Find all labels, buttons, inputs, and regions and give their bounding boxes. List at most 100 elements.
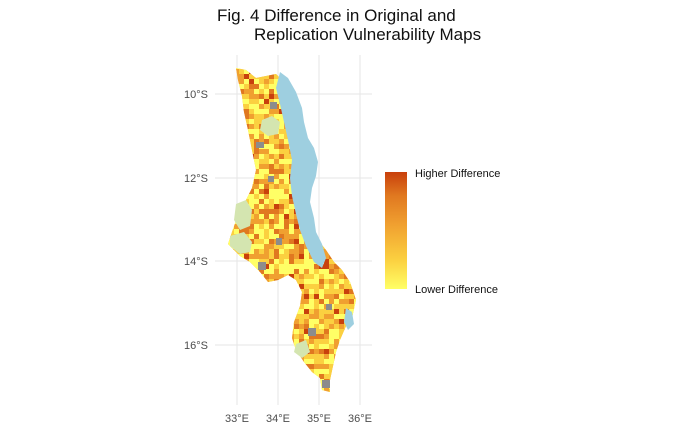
difference-cell [329,134,334,139]
difference-cell [259,139,264,144]
difference-cell [264,234,269,239]
difference-cell [324,104,329,109]
difference-cell [269,68,274,69]
difference-cell [349,299,354,304]
difference-cell [259,84,264,89]
difference-cell [249,99,254,104]
difference-cell [264,74,269,79]
difference-cell [299,369,304,374]
difference-cell [354,79,356,84]
difference-cell [229,269,234,274]
difference-cell [329,184,334,189]
difference-cell [354,289,356,294]
difference-cell [339,274,344,279]
difference-cell [269,354,274,359]
difference-cell [334,219,339,224]
difference-cell [264,244,269,249]
difference-cell [314,309,319,314]
difference-cell [344,239,349,244]
difference-cell [294,214,299,219]
difference-cell [334,68,339,69]
difference-cell [234,68,239,69]
difference-cell [229,324,234,329]
difference-cell [329,84,334,89]
difference-cell [264,84,269,89]
difference-cell [319,179,324,184]
difference-cell [269,289,274,294]
difference-cell [329,69,334,74]
difference-cell [354,169,356,174]
difference-cell [329,219,334,224]
difference-cell [324,394,329,399]
difference-cell [269,169,274,174]
difference-cell [309,359,314,364]
difference-cell [244,254,249,259]
difference-cell [229,329,234,334]
difference-cell [264,264,269,269]
difference-cell [249,379,254,384]
difference-cell [329,144,334,149]
difference-cell [304,369,309,374]
difference-cell [279,149,284,154]
difference-cell [354,68,356,69]
difference-cell [274,224,279,229]
difference-cell [234,224,239,229]
difference-cell [354,274,356,279]
difference-cell [339,154,344,159]
difference-cell [269,334,274,339]
difference-cell [269,394,274,399]
difference-cell [264,304,269,309]
difference-cell [329,224,334,229]
difference-cell [344,149,349,154]
difference-cell [344,374,349,379]
difference-cell [349,139,354,144]
difference-cell [339,109,344,114]
difference-cell [349,279,354,284]
difference-cell [314,194,319,199]
difference-cell [244,229,249,234]
no-data-patch [256,142,264,148]
difference-cell [314,184,319,189]
difference-cell [339,169,344,174]
difference-cell [229,254,234,259]
difference-cell [294,249,299,254]
difference-cell [279,244,284,249]
difference-cell [239,149,244,154]
difference-cell [279,369,284,374]
difference-cell [344,199,349,204]
difference-cell [339,269,344,274]
difference-cell [279,129,284,134]
difference-cell [289,374,294,379]
difference-cell [324,329,329,334]
difference-cell [354,109,356,114]
difference-cell [254,69,259,74]
difference-cell [228,68,229,69]
difference-cell [349,294,354,299]
difference-cell [349,229,354,234]
difference-cell [249,284,254,289]
difference-cell [228,324,229,329]
difference-cell [329,259,334,264]
difference-cell [339,284,344,289]
difference-cell [228,124,229,129]
difference-cell [259,174,264,179]
difference-cell [259,219,264,224]
difference-cell [294,79,299,84]
difference-cell [249,309,254,314]
difference-cell [294,299,299,304]
difference-cell [354,249,356,254]
difference-cell [349,234,354,239]
difference-cell [324,199,329,204]
difference-cell [334,284,339,289]
difference-cell [239,369,244,374]
difference-cell [274,204,279,209]
difference-cell [229,79,234,84]
difference-cell [329,68,334,69]
difference-cell [239,74,244,79]
difference-cell [349,68,354,69]
difference-cell [319,199,324,204]
difference-cell [259,224,264,229]
difference-cell [289,234,294,239]
difference-cell [229,94,234,99]
difference-cell [354,314,356,319]
